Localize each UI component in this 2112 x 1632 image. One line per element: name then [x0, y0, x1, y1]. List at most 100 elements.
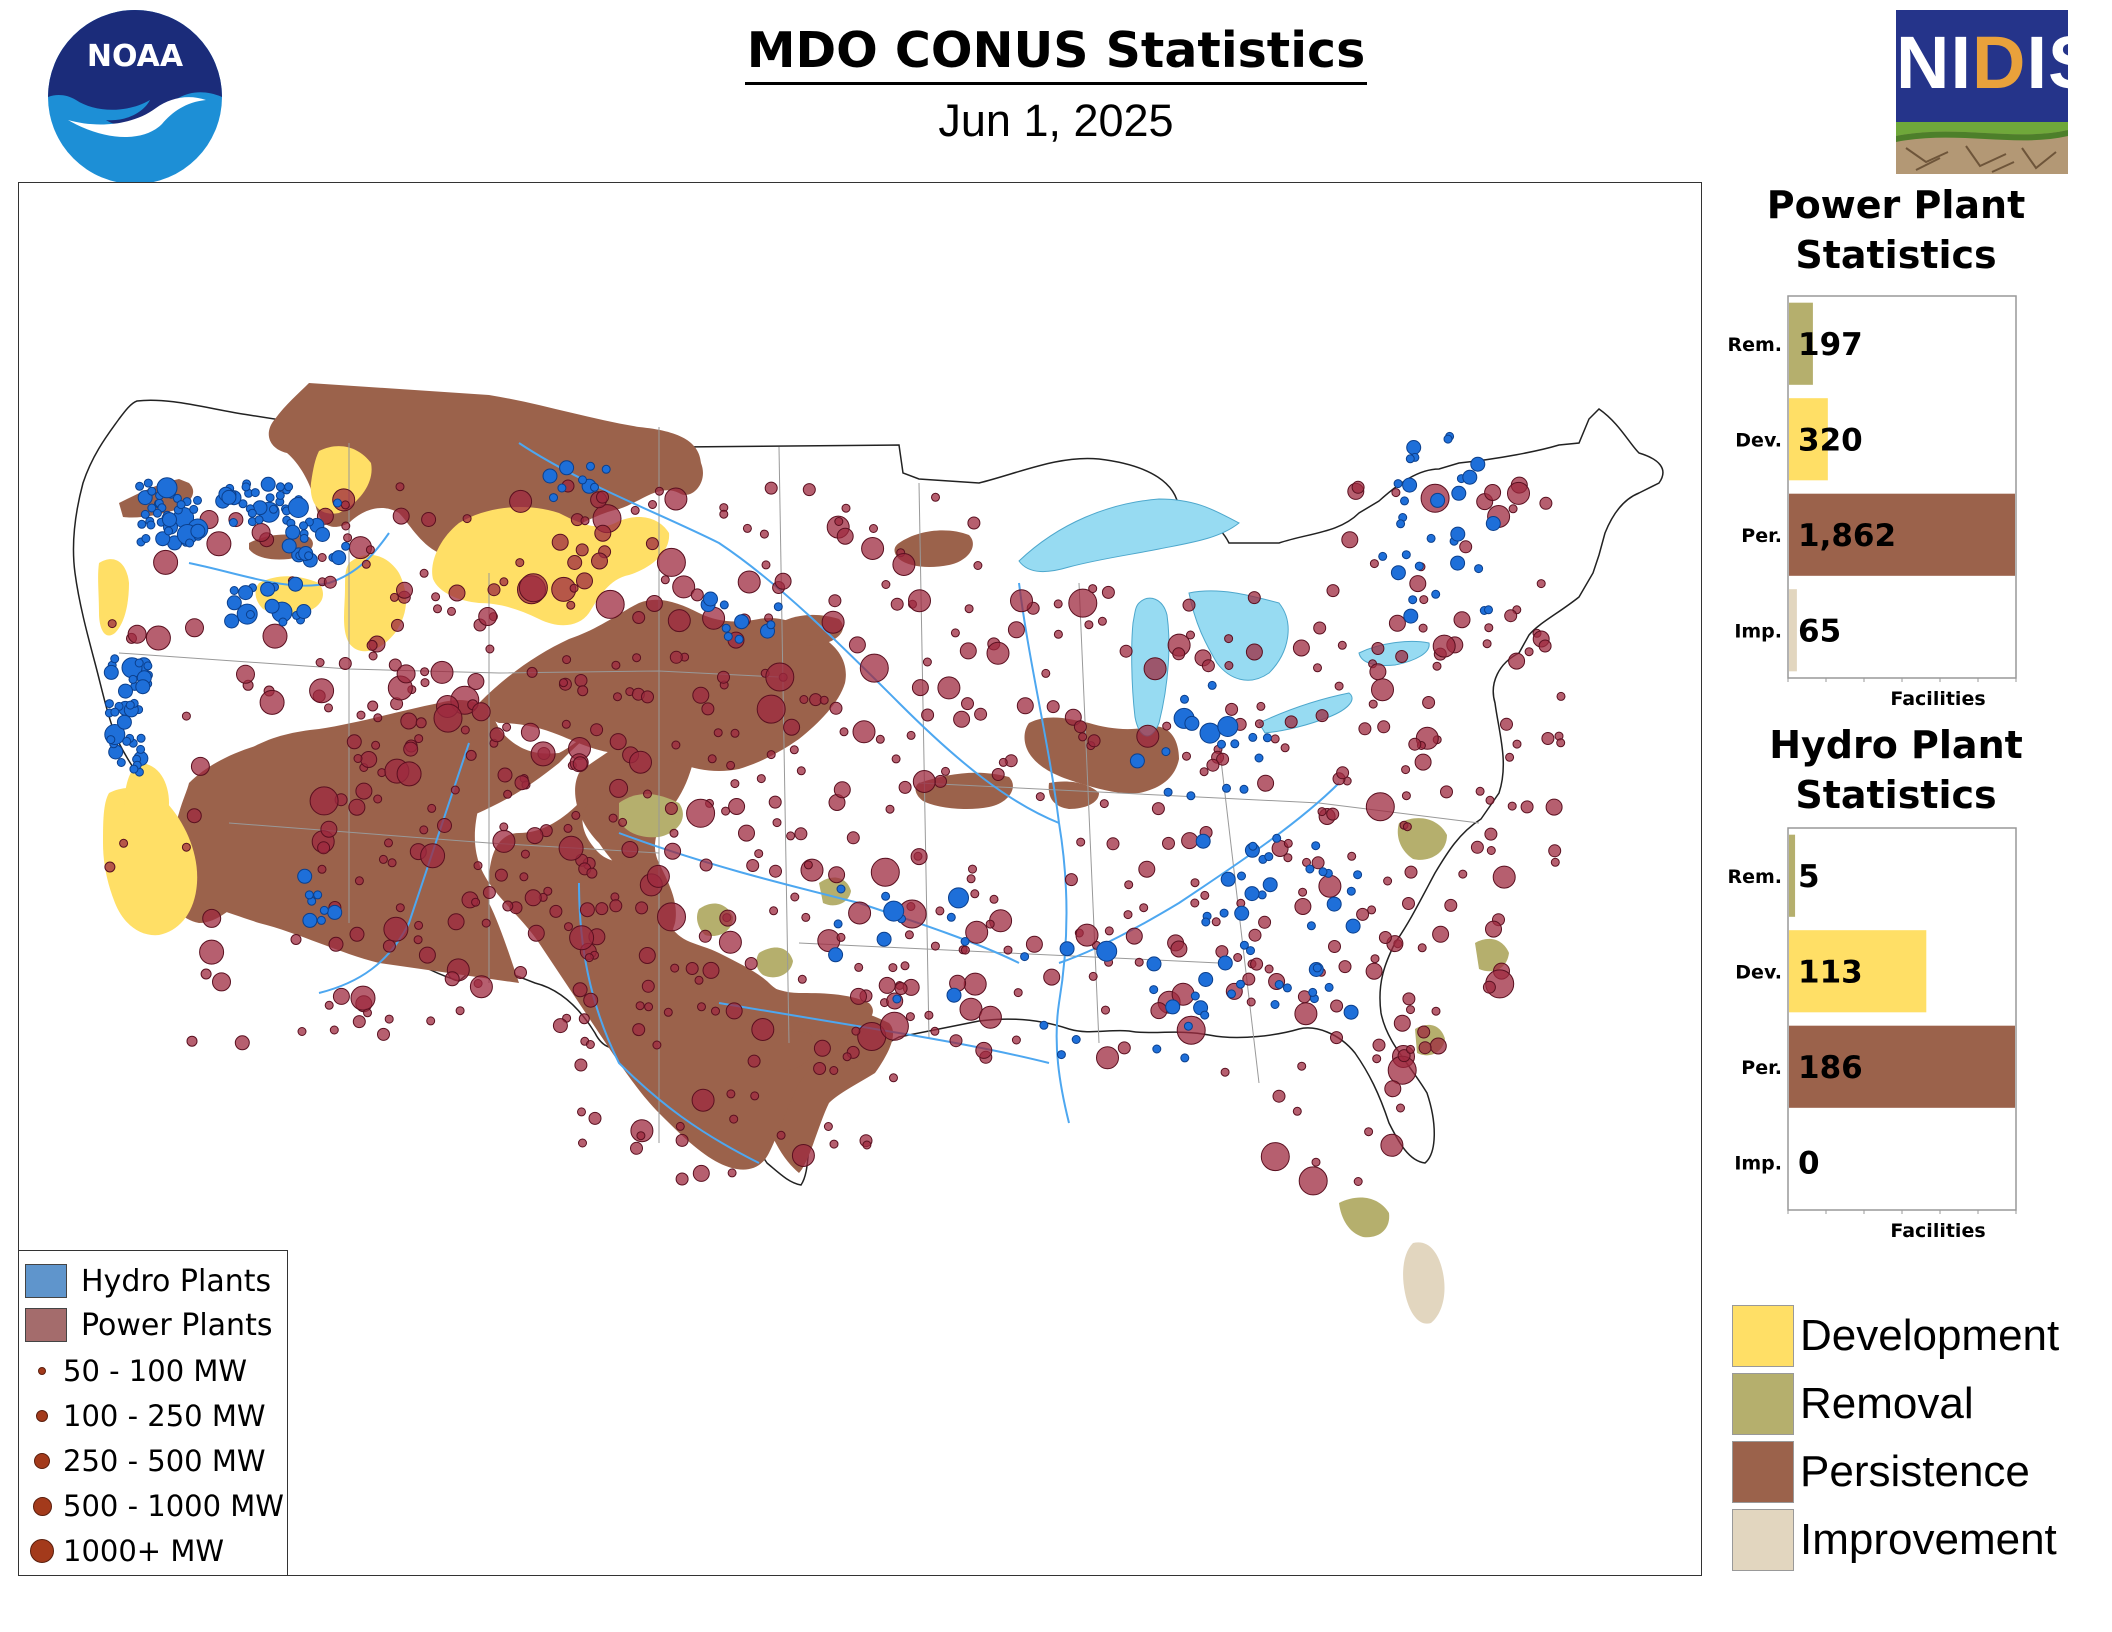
power-plant-marker [1053, 599, 1063, 609]
power-plant-marker [234, 1035, 250, 1051]
power-plant-marker [561, 719, 571, 729]
power-plant-marker [1272, 1089, 1286, 1103]
hydro-plant-marker [1451, 485, 1467, 501]
power-plant-marker [935, 906, 945, 916]
power-plant-marker [1351, 480, 1365, 494]
power-plant-marker [801, 912, 811, 922]
power-plant-marker [377, 1027, 390, 1041]
power-plant-marker [828, 866, 846, 884]
power-plant-marker [1548, 844, 1562, 858]
hydro-plant-marker [1237, 871, 1246, 881]
power-plant-marker [1358, 722, 1372, 736]
power-plant-marker [492, 829, 516, 853]
power-plant-marker [1151, 802, 1165, 816]
power-plant-marker [487, 583, 501, 597]
power-plant-marker [934, 774, 947, 788]
power-plant-marker [692, 686, 710, 704]
power-plant-marker [1270, 734, 1280, 744]
power-plant-marker [1365, 792, 1395, 822]
power-plant-marker [485, 644, 495, 654]
hydro-plant-marker [110, 654, 120, 664]
power-plant-marker [629, 750, 652, 774]
power-plant-marker [828, 594, 842, 608]
hydro-plant-marker [299, 521, 308, 531]
power-plant-marker [728, 798, 746, 815]
power-plant-marker [153, 549, 179, 575]
power-plant-marker [894, 982, 908, 995]
power-plant-marker [1201, 659, 1215, 673]
power-plant-marker [1053, 629, 1063, 639]
power-plant-marker [1182, 751, 1191, 761]
hydro-plant-marker [260, 476, 276, 492]
hydro-plant-marker [1248, 841, 1258, 851]
power-plant-marker [991, 768, 1005, 781]
hydro-plant-marker [1239, 784, 1249, 794]
hydro-plant-marker [297, 868, 313, 884]
power-plant-marker [1536, 579, 1546, 589]
power-plant-marker [961, 697, 974, 711]
power-plant-marker [396, 664, 416, 684]
hydro-plant-marker [1039, 1020, 1049, 1030]
power-plant-marker [1393, 1014, 1411, 1032]
power-plant-marker [1370, 954, 1380, 964]
hydro-plant-marker [1262, 877, 1278, 893]
hydro-plant-marker [948, 887, 969, 909]
hydro-plant-marker [542, 468, 558, 484]
hydro-plant-marker [1346, 886, 1356, 896]
category-label: Imp. [1734, 1152, 1782, 1174]
hydro-plant-marker [881, 891, 891, 901]
power-plant-marker [823, 1122, 833, 1131]
hydro-plant-marker [1146, 956, 1162, 972]
power-plant-marker [1298, 887, 1308, 897]
power-plant-marker [726, 760, 736, 770]
power-plant-marker [1484, 484, 1502, 501]
power-plant-marker [854, 962, 864, 972]
power-plant-marker [813, 1062, 827, 1075]
power-plant-marker [1233, 953, 1243, 962]
power-plant-marker [1417, 943, 1427, 953]
hydro-plant-marker [147, 503, 157, 513]
power-plant-marker [878, 976, 896, 994]
power-plant-marker [727, 1168, 737, 1178]
power-plant-marker [632, 653, 642, 663]
power-plant-marker [1409, 575, 1427, 593]
power-plant-marker [890, 597, 904, 611]
power-plant-marker [911, 679, 929, 697]
hydro-plant-marker [1312, 963, 1322, 973]
power-plant-marker [796, 766, 806, 776]
power-plant-marker [387, 858, 397, 868]
hydro-plant-marker [1161, 747, 1171, 757]
power-plant-marker [900, 961, 910, 971]
power-plant-marker [922, 657, 932, 667]
power-plant-marker [1117, 1041, 1131, 1055]
power-plant-marker [549, 904, 563, 918]
legend-hydro-row: Hydro Plants [19, 1261, 271, 1301]
power-plant-marker [583, 992, 599, 1008]
development-ca-north [98, 559, 129, 636]
hydro-plant-marker [1165, 999, 1181, 1015]
power-plant-marker [1482, 980, 1496, 994]
legend-persistence-row: Persistence [1732, 1440, 2030, 1504]
power-plant-marker [324, 1000, 334, 1010]
hydro-plant-marker [136, 733, 146, 743]
power-plant-marker [967, 516, 981, 530]
power-plant-marker [348, 798, 366, 816]
power-plant-marker [478, 607, 498, 626]
power-plant-marker [1224, 661, 1234, 670]
hydro-plant-marker [143, 661, 153, 671]
hydro-plant-marker [719, 600, 729, 610]
power-plant-marker [579, 902, 595, 918]
hydro-plant-marker [1343, 1004, 1359, 1020]
power-plant-marker [960, 945, 970, 955]
power-plant-marker [621, 841, 639, 858]
hydro-plant-marker [288, 576, 303, 592]
hydro-panel-title: Hydro Plant Statistics [1746, 720, 2046, 820]
power-plant-marker [891, 754, 901, 764]
legend-size-label: 500 - 1000 MW [63, 1489, 284, 1523]
power-plant-marker [1485, 920, 1502, 938]
power-plant-marker [1124, 880, 1134, 890]
hydro-plant-marker [1484, 605, 1493, 615]
power-plant-marker [384, 1014, 394, 1024]
hydro-plant-marker [143, 478, 153, 488]
legend-removal-label: Removal [1800, 1379, 1974, 1428]
